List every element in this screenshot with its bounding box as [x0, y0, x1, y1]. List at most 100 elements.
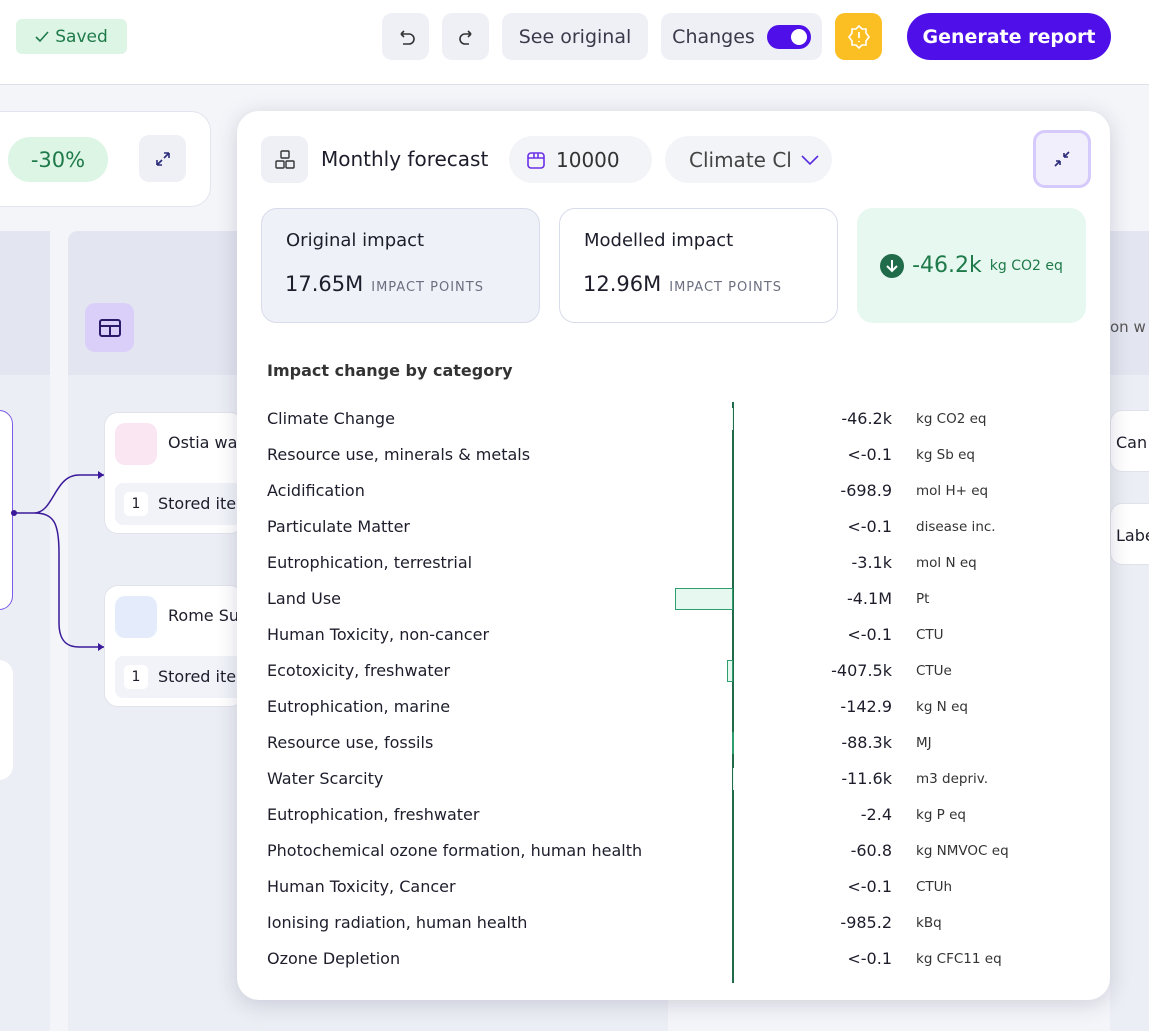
undo-icon [395, 26, 417, 48]
column-header [1110, 231, 1149, 375]
change-value: -46.2k [912, 253, 982, 278]
quantity-pill[interactable]: 10000 [509, 136, 652, 183]
category-name: Land Use [267, 589, 341, 608]
zero-axis [732, 402, 734, 983]
category-name: Human Toxicity, non-cancer [267, 625, 489, 644]
modelled-card [559, 208, 838, 323]
node-items: 1 Stored ite [115, 483, 244, 525]
unit-label: kg P eq [916, 807, 966, 823]
original-card [261, 208, 540, 323]
check-icon [35, 31, 49, 43]
unit-label: kg CO2 eq [916, 411, 987, 427]
changes-toggle[interactable]: Changes [661, 13, 822, 60]
category-text: Climate Cl [689, 148, 792, 172]
unit-label: Pt [916, 591, 929, 607]
chevron [800, 154, 820, 166]
warning-icon [846, 24, 872, 50]
column-header [0, 231, 50, 375]
node-card: Can [1110, 410, 1149, 472]
unit-label: mol H+ eq [916, 483, 988, 499]
undo-button[interactable] [382, 13, 429, 60]
unit-label: kg NMVOC eq [916, 843, 1009, 859]
redo-button[interactable] [442, 13, 489, 60]
value-label: <-0.1 [772, 625, 892, 644]
item-label: Stored ite [158, 667, 236, 686]
value-label: -88.3k [772, 733, 892, 752]
original-number: 17.65M [285, 272, 363, 296]
category-name: Acidification [267, 481, 365, 500]
expand-button[interactable] [139, 135, 186, 182]
modelled-unit: IMPACT POINTS [669, 280, 782, 295]
value-label: <-0.1 [772, 445, 892, 464]
breakdown-title: Impact change by category [267, 361, 513, 380]
original-label: Original impact [286, 230, 424, 251]
value-label: -11.6k [772, 769, 892, 788]
value-label: <-0.1 [772, 877, 892, 896]
category-name: Ecotoxicity, freshwater [267, 661, 450, 680]
expand-icon [153, 149, 173, 169]
category-name: Human Toxicity, Cancer [267, 877, 456, 896]
value-label: -60.8 [772, 841, 892, 860]
category-name: Water Scarcity [267, 769, 383, 788]
unit-label: CTU [916, 627, 944, 643]
modelled-number: 12.96M [583, 272, 661, 296]
status-text: Saved [55, 27, 108, 47]
collapse-icon [1052, 149, 1072, 169]
warning-button[interactable] [835, 13, 882, 60]
category-name: Eutrophication, freshwater [267, 805, 479, 824]
redo-icon [455, 26, 477, 48]
node-icon [115, 596, 157, 638]
item-label: Stored ite [158, 494, 236, 513]
original-unit: IMPACT POINTS [371, 280, 484, 295]
unit-label: MJ [916, 735, 932, 751]
category-select[interactable]: Climate Cl [665, 136, 832, 183]
unit-label: disease inc. [916, 519, 996, 535]
table-glyph [99, 319, 121, 337]
generate-report-button[interactable]: Generate report [907, 13, 1111, 60]
popup-title: Monthly forecast [321, 147, 488, 171]
down-icon [880, 254, 904, 278]
node-label: Rome Su [168, 606, 239, 625]
unit-label: kg CFC11 eq [916, 951, 1002, 967]
value-label: -46.2k [772, 409, 892, 428]
value-label: -2.4 [772, 805, 892, 824]
changes-label: Changes [672, 26, 755, 48]
unit-label: CTUe [916, 663, 952, 679]
unit-label: kBq [916, 915, 942, 931]
quantity-text: 10000 [556, 148, 620, 172]
modelled-value: 12.96M IMPACT POINTS [583, 272, 782, 296]
boxes-glyph [274, 149, 296, 171]
collapse-button[interactable] [1033, 130, 1091, 188]
category-name: Resource use, minerals & metals [267, 445, 530, 464]
value-label: -985.2 [772, 913, 892, 932]
value-label: -3.1k [772, 553, 892, 572]
discount-pill: -30% [8, 137, 108, 182]
node-card: Labe [1110, 503, 1149, 565]
category-name: Ozone Depletion [267, 949, 400, 968]
table-icon [85, 303, 134, 352]
node-card: Rome Su 1 Stored ite [104, 585, 244, 707]
value-label: <-0.1 [772, 949, 892, 968]
bar [727, 660, 733, 682]
unit-label: m3 depriv. [916, 771, 988, 787]
unit-label: CTUh [916, 879, 952, 895]
forecast-icon [261, 136, 308, 183]
category-name: Eutrophication, marine [267, 697, 450, 716]
status-badge: Saved [16, 19, 127, 54]
value-label: -698.9 [772, 481, 892, 500]
toggle-switch [767, 25, 811, 49]
unit-label: kg Sb eq [916, 447, 975, 463]
category-name: Photochemical ozone formation, human hea… [267, 841, 642, 860]
category-name: Eutrophication, terrestrial [267, 553, 472, 572]
change-unit: kg CO2 eq [990, 258, 1063, 274]
category-name: Resource use, fossils [267, 733, 433, 752]
change-card: -46.2k kg CO2 eq [857, 208, 1086, 323]
node-items: 1 Stored ite [115, 656, 244, 698]
see-original-button[interactable]: See original [502, 13, 648, 60]
item-count: 1 [124, 665, 148, 689]
unit-label: mol N eq [916, 555, 977, 571]
item-count: 1 [124, 492, 148, 516]
category-name: Ionising radiation, human health [267, 913, 527, 932]
category-name: Particulate Matter [267, 517, 410, 536]
